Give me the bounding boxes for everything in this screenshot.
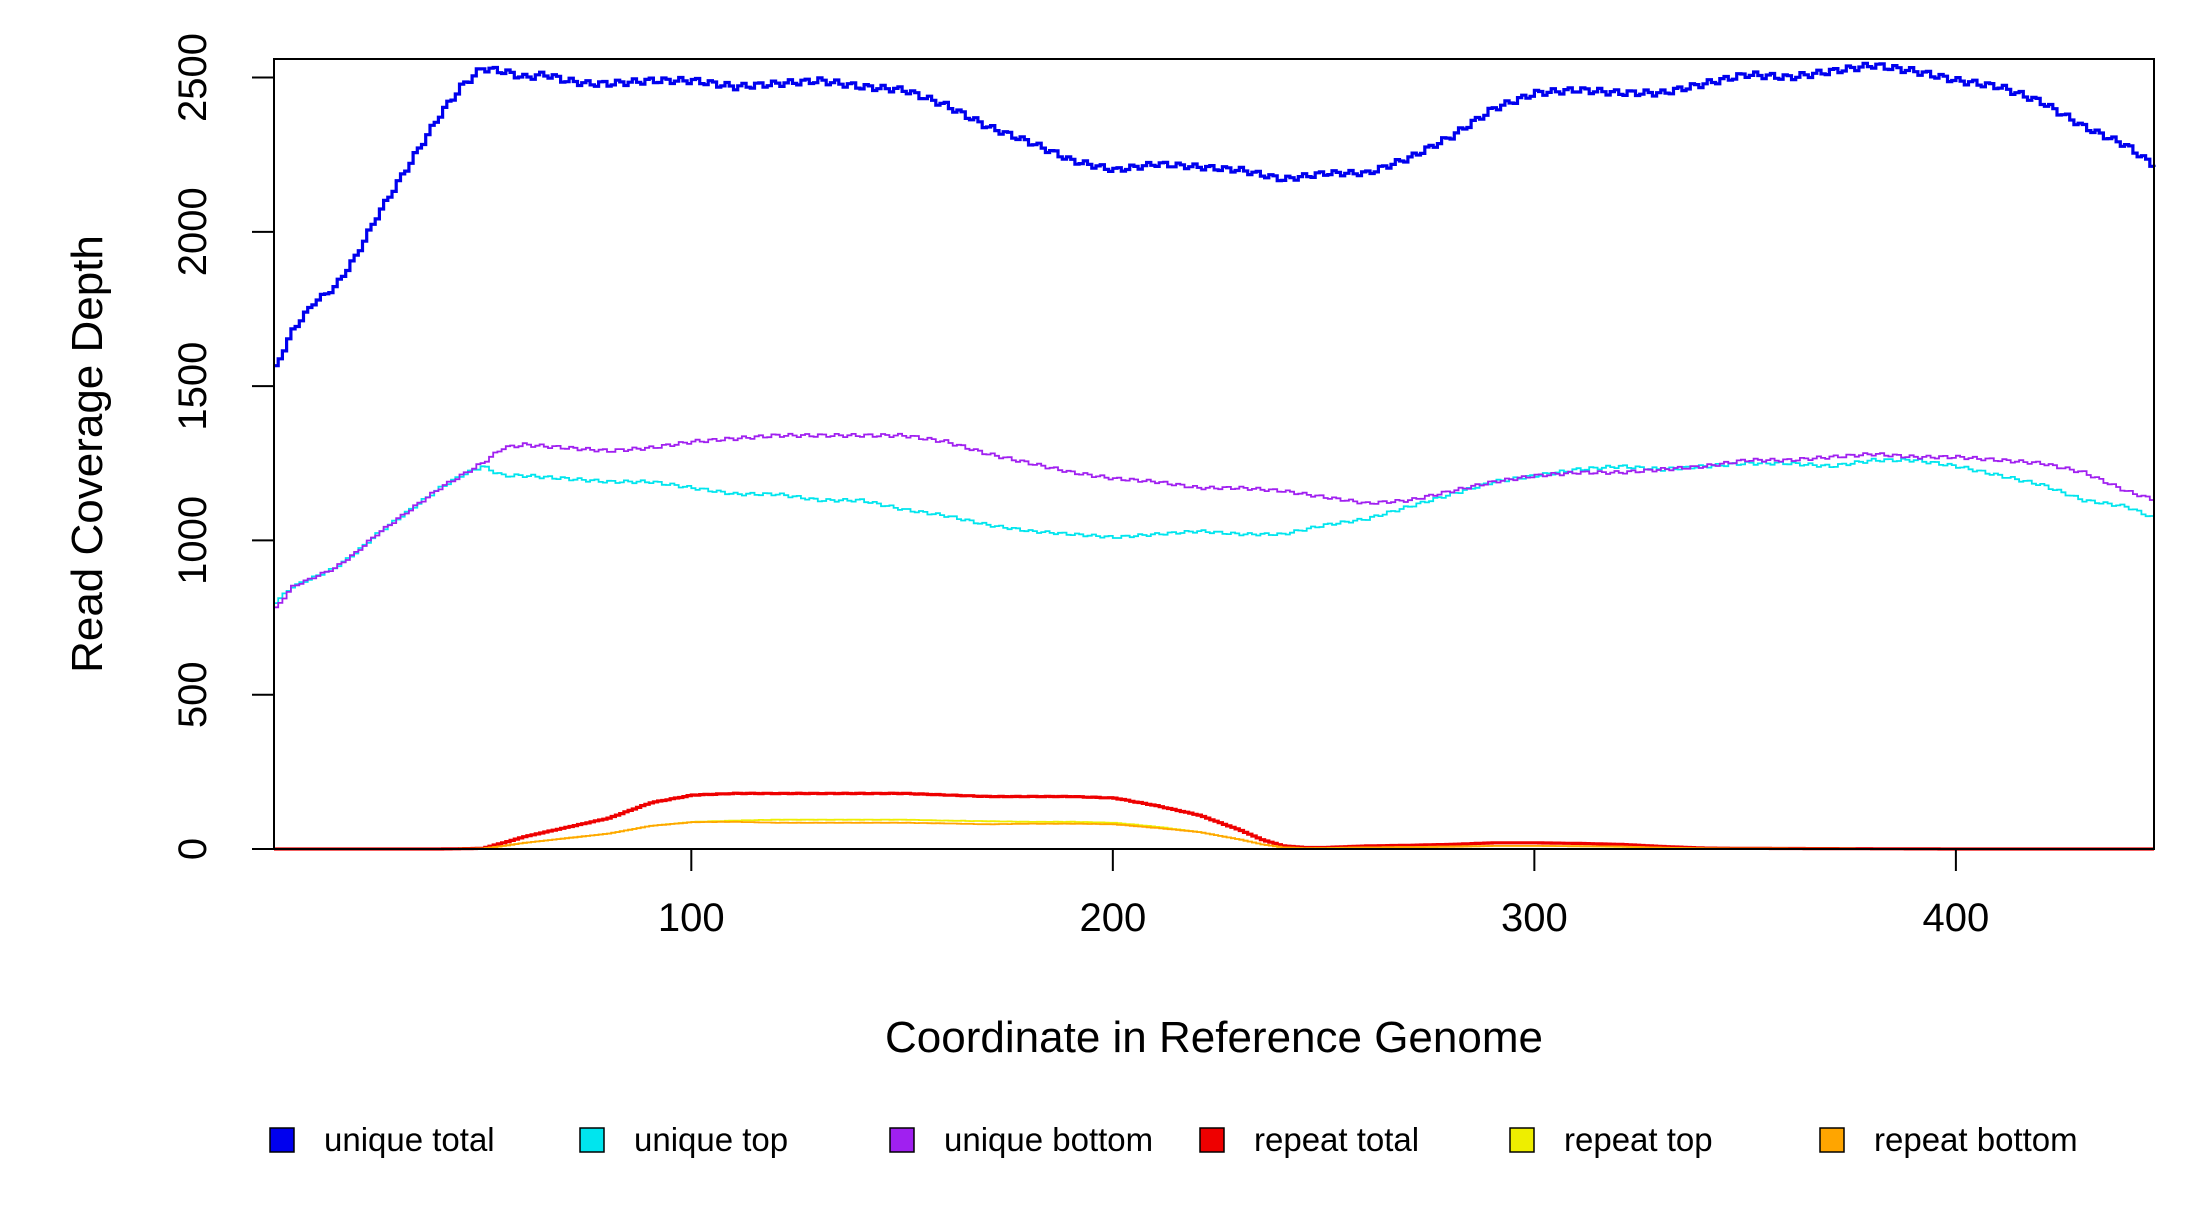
x-tick-label: 200 (1079, 896, 1146, 940)
series-line-unique-top (274, 457, 2155, 604)
legend-label: unique total (324, 1121, 495, 1158)
x-tick-label: 300 (1501, 896, 1568, 940)
x-axis: 100 200 300 400 (658, 849, 1989, 940)
y-tick-label: 2000 (171, 187, 215, 276)
series-line-repeat-total (274, 791, 2154, 851)
plot-frame (273, 58, 2155, 850)
y-tick-label: 500 (171, 661, 215, 728)
legend-label: repeat bottom (1874, 1121, 2078, 1158)
legend-label: unique top (634, 1121, 788, 1158)
legend-swatch (1819, 1127, 1845, 1153)
series-line-repeat-bottom (274, 820, 2154, 850)
x-tick-label: 100 (658, 896, 725, 940)
legend: unique total unique top unique bottom repea… (269, 1121, 2078, 1158)
y-tick-label: 2500 (171, 33, 215, 122)
y-tick-label: 1500 (171, 342, 215, 431)
series-line-unique-bottom (274, 432, 2155, 609)
legend-swatch (889, 1127, 915, 1153)
legend-label: repeat top (1564, 1121, 1713, 1158)
legend-swatch (269, 1127, 295, 1153)
legend-swatch (1199, 1127, 1225, 1153)
series-line-unique-total (274, 61, 2156, 368)
y-axis: 0 500 1000 1500 2000 2500 (171, 33, 274, 860)
y-axis-title: Read Coverage Depth (63, 235, 112, 673)
legend-label: unique bottom (944, 1121, 1153, 1158)
legend-swatch (1509, 1127, 1535, 1153)
x-axis-title: Coordinate in Reference Genome (885, 1013, 1543, 1062)
y-tick-label: 0 (171, 838, 215, 860)
y-tick-label: 1000 (171, 496, 215, 585)
x-tick-label: 400 (1923, 896, 1990, 940)
series-layer (274, 61, 2156, 851)
legend-swatch (579, 1127, 605, 1153)
legend-label: repeat total (1254, 1121, 1419, 1158)
